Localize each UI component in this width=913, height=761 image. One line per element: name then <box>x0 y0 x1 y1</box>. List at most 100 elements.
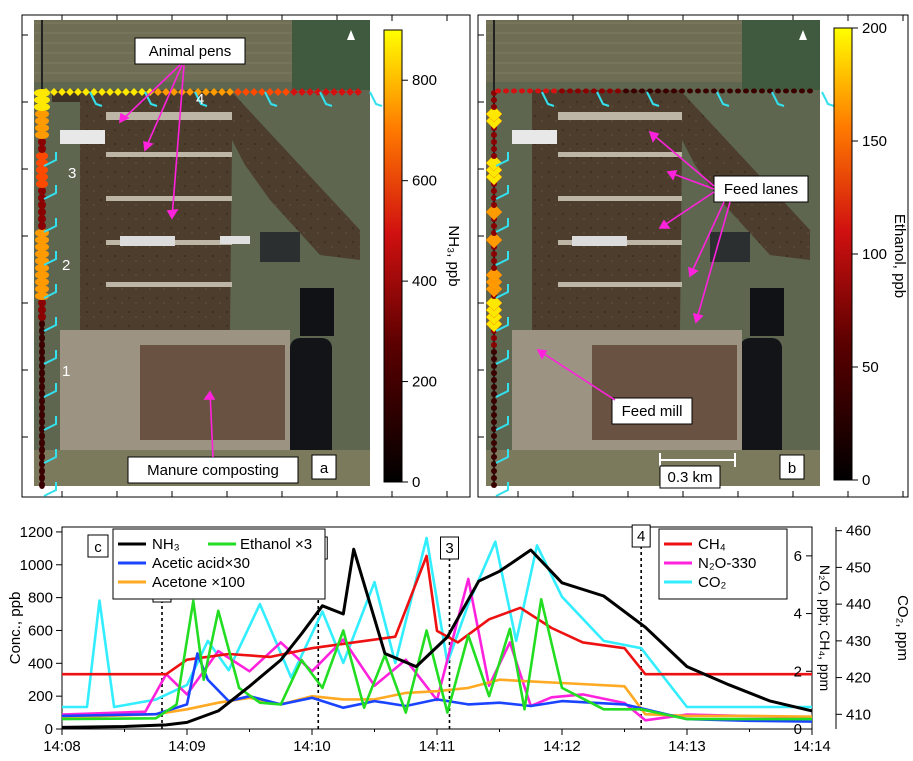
right-tick-label: 440 <box>846 596 871 613</box>
feed-lane-b <box>558 112 682 120</box>
pond <box>300 288 334 336</box>
left-tick-label: 1000 <box>20 557 53 574</box>
track-point <box>39 481 45 489</box>
wind-vectors-a <box>43 91 383 497</box>
callout-feed-lanes-text: Feed lanes <box>724 181 798 198</box>
track-point <box>485 294 503 312</box>
path-numbers-a: 1 2 3 4 <box>62 91 204 380</box>
track-point <box>122 88 130 96</box>
track-point <box>703 88 709 94</box>
event-marker-label: 3 <box>445 540 453 557</box>
track-point <box>735 88 741 94</box>
track-point <box>695 88 701 94</box>
ethanol-track <box>485 88 813 488</box>
track-point <box>491 356 497 362</box>
track-point <box>39 355 45 363</box>
track-point <box>35 250 49 258</box>
track-point <box>39 418 45 426</box>
track-point <box>567 88 573 94</box>
track-point <box>491 363 497 369</box>
colorbar-tick-label: 800 <box>412 72 437 89</box>
wind-vector <box>43 152 57 167</box>
track-point <box>38 313 46 321</box>
track-point <box>491 461 497 467</box>
wind-vector <box>495 284 509 299</box>
track-point <box>38 138 46 146</box>
track-point <box>138 88 146 96</box>
left-tick-label: 1200 <box>20 524 53 541</box>
callout-feed-mill-text: Feed mill <box>622 403 683 420</box>
track-point <box>39 348 45 356</box>
track-point <box>623 88 629 94</box>
wind-vector <box>495 218 509 233</box>
track-point <box>39 432 45 440</box>
wind-vector <box>495 152 509 167</box>
track-point <box>35 124 49 132</box>
satellite-map-b <box>486 20 820 486</box>
track-point <box>74 88 82 96</box>
right-tick-label: 420 <box>846 670 871 687</box>
track-point <box>36 180 48 188</box>
track-point <box>491 419 497 425</box>
event-marker-label: 4 <box>637 528 645 545</box>
wind-vectors-b <box>495 91 835 497</box>
track-point <box>527 88 533 94</box>
track-point <box>491 132 497 138</box>
track-point <box>647 88 653 94</box>
right-axis-label: CO₂, ppm <box>894 595 911 661</box>
legend-label-ch4: CH₄ <box>698 536 726 553</box>
track-point <box>234 88 242 96</box>
building <box>572 236 627 246</box>
colorbar-nh3-label: NH₃, ppb <box>445 225 462 286</box>
legend-label-ethanol: Ethanol ×3 <box>240 536 312 553</box>
track-point <box>485 266 503 284</box>
north-arrow-a <box>347 30 355 40</box>
right-tick-label: 460 <box>846 523 871 540</box>
track-point <box>491 258 497 264</box>
scale-bar-label: 0.3 km <box>667 469 712 486</box>
track-point <box>491 139 497 145</box>
colorbar-nh3: 0 200 400 600 800 NH₃, ppb <box>383 29 462 491</box>
track-point <box>226 88 234 96</box>
scale-bar: 0.3 km <box>659 453 736 489</box>
track-point <box>599 88 605 94</box>
wind-vector <box>495 350 509 365</box>
colorbar-tick-label: 0 <box>412 474 420 491</box>
track-point <box>35 131 49 139</box>
track-point <box>39 397 45 405</box>
wind-vector <box>319 91 333 107</box>
wind-vector <box>716 91 730 107</box>
series-line-nh3 <box>61 547 813 729</box>
colorbar-ethanol-bar <box>833 27 853 481</box>
track-point <box>39 334 45 342</box>
track-point <box>663 88 669 94</box>
track-point <box>491 384 497 390</box>
panel-c-label-text: c <box>94 539 102 556</box>
track-point <box>35 117 49 125</box>
track-point <box>146 88 154 96</box>
x-tick-label: 14:09 <box>168 738 206 755</box>
track-point <box>607 88 613 94</box>
panel-label-b: b <box>779 454 805 480</box>
wind-vector <box>646 91 660 107</box>
track-point <box>322 88 330 96</box>
track-point <box>655 88 661 94</box>
colorbar-nh3-bar <box>383 29 403 483</box>
track-point <box>559 88 565 94</box>
wind-vector <box>495 251 509 266</box>
wind-vector <box>495 317 509 332</box>
right-axis-ticks: 410 420 430 440 450 460 <box>836 523 871 723</box>
x-axis-ticks: 14:08 14:09 14:10 14:11 14:12 14:13 14:14 <box>43 729 831 755</box>
track-point <box>266 88 274 96</box>
track-point <box>338 88 346 96</box>
pond <box>710 232 750 262</box>
nh3-track <box>34 88 362 489</box>
lagoon <box>740 338 782 478</box>
left-axis-label: Conc., ppb <box>7 592 24 665</box>
track-point <box>491 153 497 159</box>
wind-vector <box>43 383 57 398</box>
colorbar-tick-label: 100 <box>862 246 887 263</box>
track-point <box>491 265 497 271</box>
manure-compost-rows <box>140 345 285 440</box>
